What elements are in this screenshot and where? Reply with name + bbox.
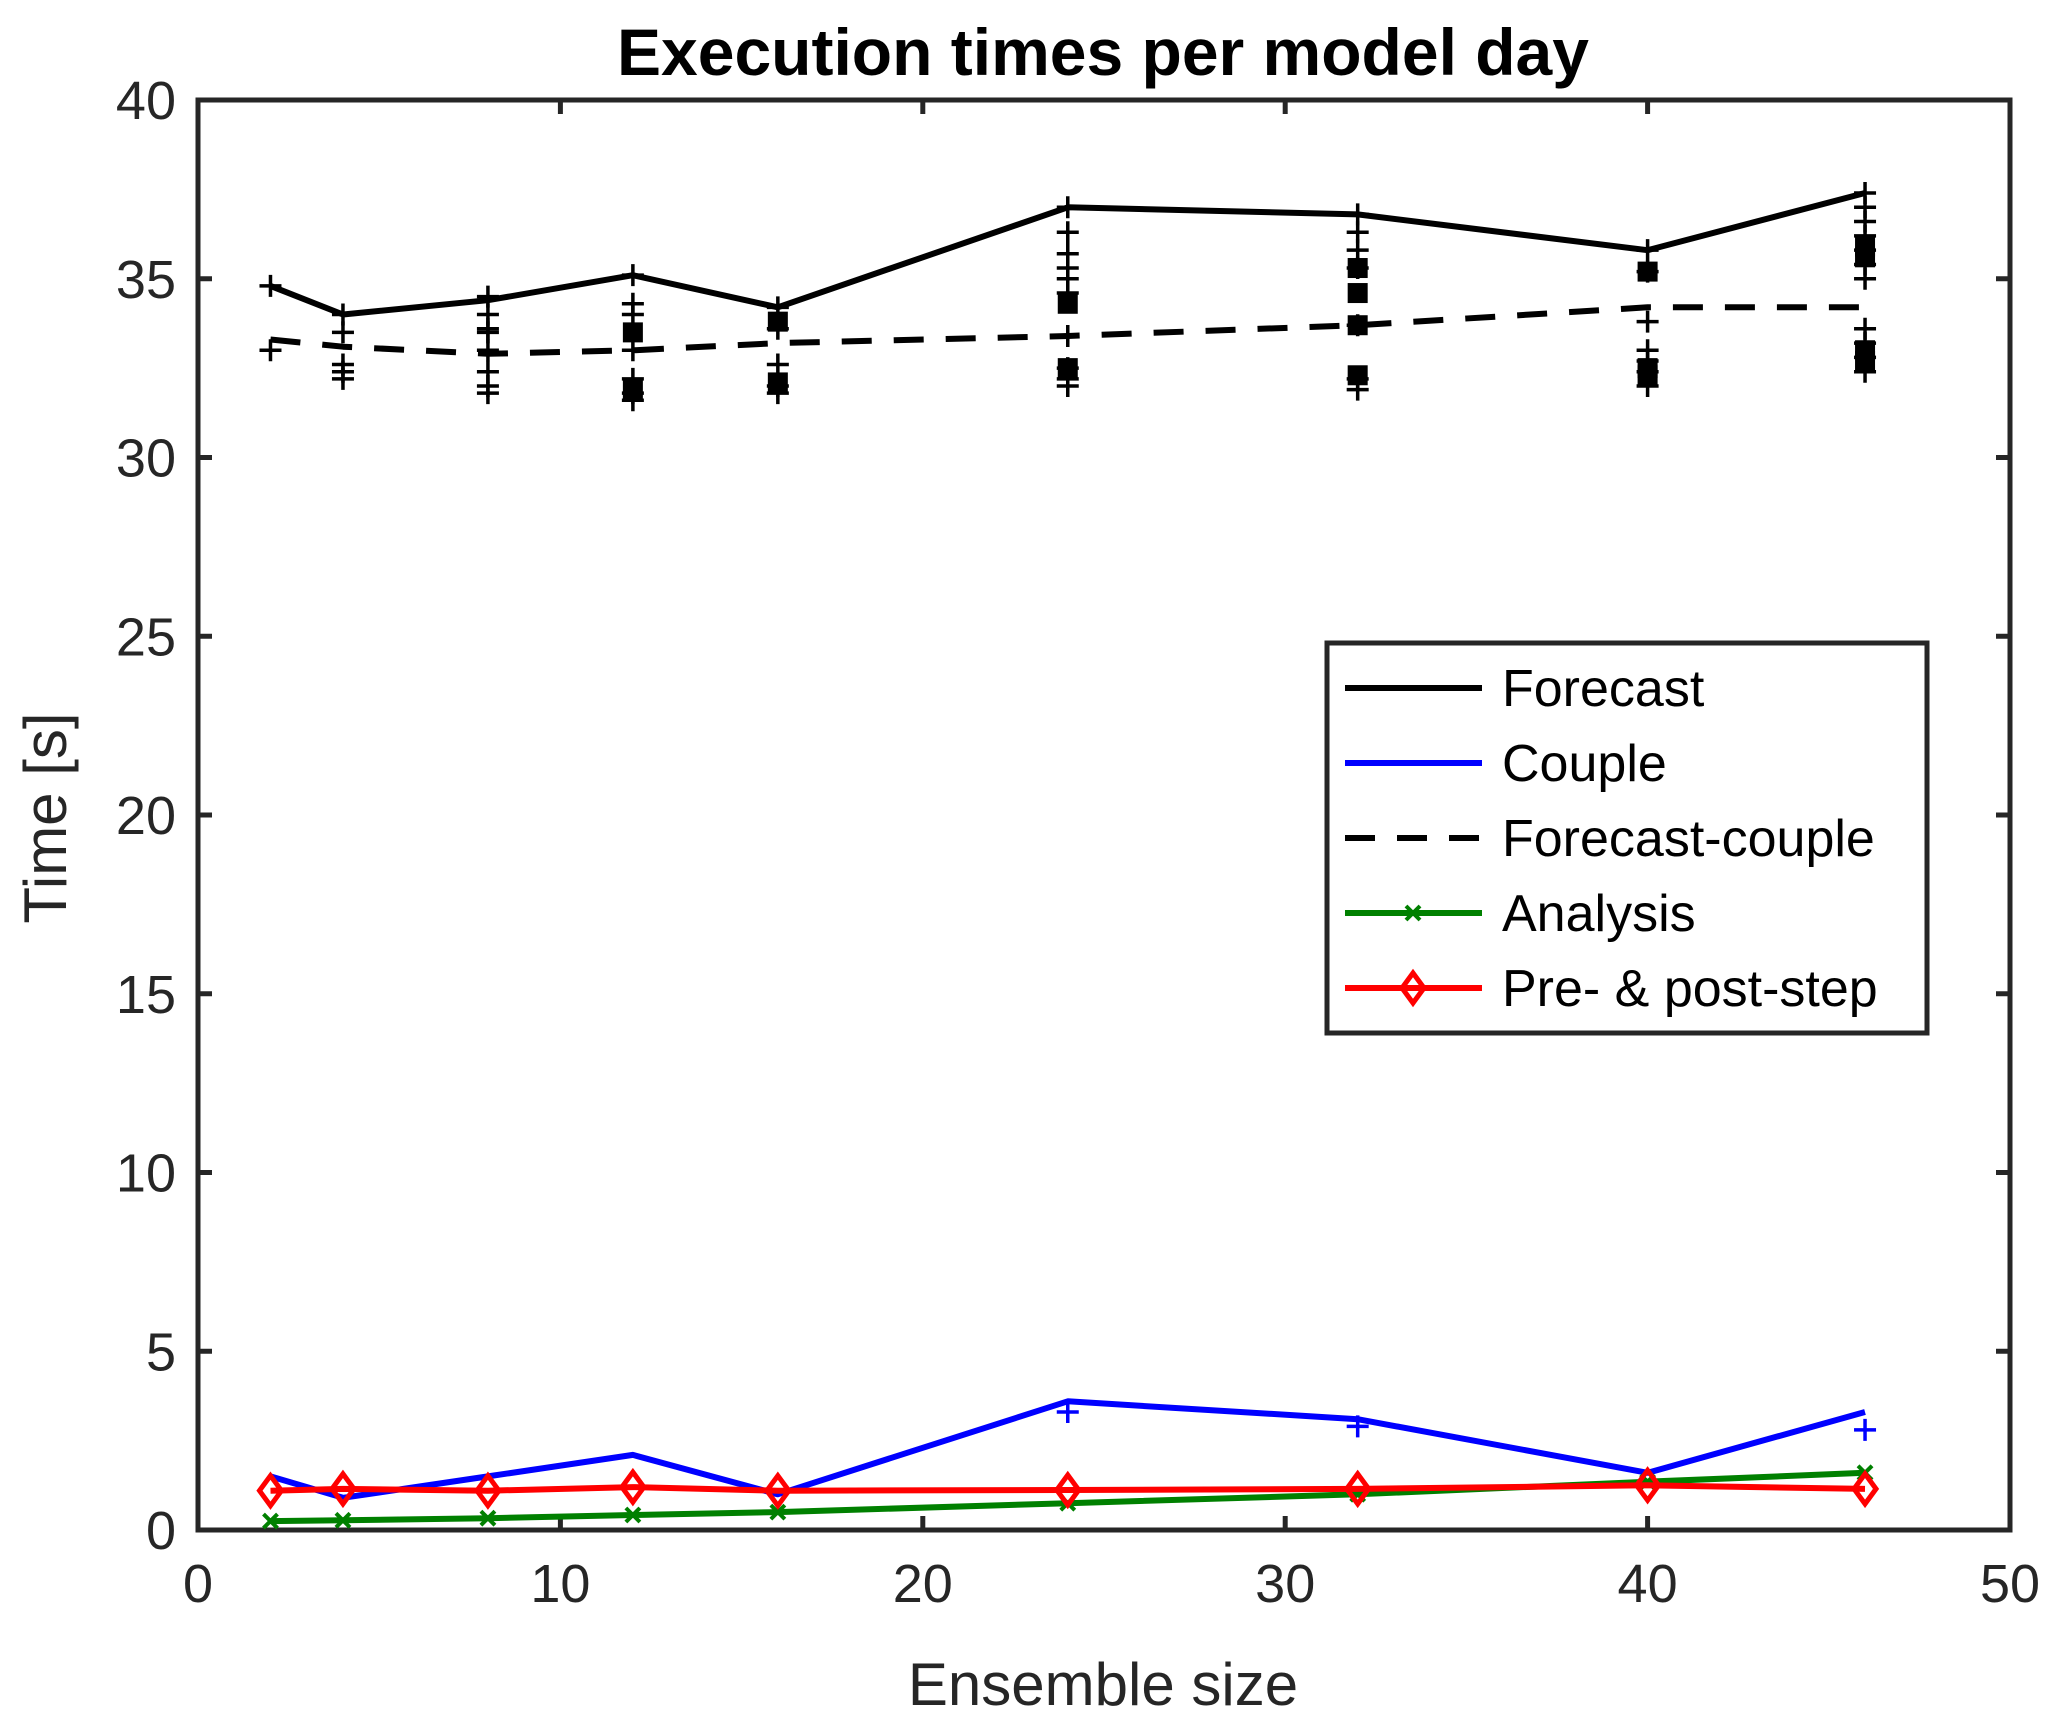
series-line-pre-post-step	[270, 1482, 1866, 1494]
x-tick-label: 0	[183, 1554, 213, 1614]
legend-marker	[1398, 968, 1428, 1008]
series-forecast-couple	[270, 304, 1865, 357]
legend-label: Couple	[1502, 735, 1667, 793]
y-tick-label: 25	[116, 607, 176, 667]
forecast-couple-plus-point	[331, 367, 354, 390]
x-axis-label: Ensemble size	[908, 1651, 1298, 1718]
forecast-square-point	[767, 311, 788, 332]
y-tick-label: 40	[116, 71, 176, 131]
legend-item-forecast-couple: Forecast-couple	[1345, 810, 1875, 868]
forecast-plus-point	[331, 321, 354, 344]
y-tick-label: 5	[146, 1322, 176, 1382]
x-tick-label: 40	[1618, 1554, 1678, 1614]
series-point-pre-post-step	[473, 1471, 503, 1510]
forecast-couple-square-point	[622, 379, 643, 400]
series-point-pre-post-step	[1633, 1466, 1662, 1505]
legend-item-pre-post-step: Pre- & post-step	[1345, 960, 1878, 1018]
series-point-analysis	[769, 1503, 787, 1521]
couple-plus-point	[1056, 1401, 1079, 1424]
y-tick-label: 0	[146, 1501, 176, 1561]
forecast-square-point	[1057, 293, 1078, 314]
forecast-couple-square-point	[1347, 315, 1368, 336]
y-tick-label: 35	[116, 250, 176, 310]
y-tick-label: 30	[116, 429, 176, 489]
legend-label: Pre- & post-step	[1502, 960, 1878, 1018]
couple-plus-point	[1854, 1418, 1877, 1441]
forecast-couple-plus-point	[476, 339, 499, 362]
forecast-square-point	[1347, 283, 1368, 304]
legend-label: Forecast-couple	[1502, 810, 1875, 868]
forecast-couple-square-point	[1637, 365, 1658, 386]
series-point-analysis	[334, 1511, 352, 1529]
y-axis-label: Time [s]	[12, 712, 79, 923]
forecast-couple-plus-point	[259, 339, 282, 362]
series-point-analysis	[624, 1506, 642, 1524]
x-tick-label: 50	[1980, 1554, 2040, 1614]
forecast-couple-square-point	[1855, 350, 1876, 371]
legend-item-analysis: Analysis	[1345, 885, 1696, 943]
y-tick-label: 10	[116, 1144, 176, 1204]
forecast-couple-square-point	[1057, 358, 1078, 379]
forecast-couple-plus-point	[1636, 310, 1659, 333]
legend-marker	[1404, 904, 1422, 922]
forecast-couple-plus-point	[1056, 375, 1079, 397]
axes-layer: 0 10 20 30 40 50 0 5 10 15 20 25 30 35 40	[116, 71, 2040, 1614]
forecast-couple-square-point	[767, 372, 788, 393]
x-tick-label: 10	[530, 1554, 590, 1614]
series-layer	[256, 190, 1880, 1530]
series-pre-post-step	[256, 1466, 1880, 1510]
forecast-square-point	[1637, 261, 1658, 282]
legend: Forecast Couple Forecast-couple Analysis Pre…	[1324, 640, 1930, 1036]
y-tick-label: 20	[116, 786, 176, 846]
series-point-pre-post-step	[763, 1471, 792, 1510]
legend-item-couple: Couple	[1345, 735, 1667, 793]
series-line-analysis	[270, 1469, 1866, 1525]
series-point-analysis	[479, 1509, 497, 1527]
series-forecast	[269, 190, 1866, 318]
series-point-pre-post-step	[1343, 1469, 1372, 1509]
x-tick-label: 20	[893, 1554, 953, 1614]
legend-label: Analysis	[1502, 885, 1696, 943]
series-point-pre-post-step	[618, 1467, 647, 1507]
forecast-couple-square-point	[1347, 365, 1368, 386]
forecast-plus-point	[1056, 221, 1079, 244]
series-point-pre-post-step	[1053, 1470, 1082, 1510]
series-line-forecast-couple	[270, 304, 1865, 357]
series-point-pre-post-step	[256, 1471, 285, 1510]
forecast-plus-point	[1854, 267, 1877, 290]
x-tick-label: 30	[1255, 1554, 1315, 1614]
forecast-square-point	[622, 322, 643, 343]
forecast-square-point	[1855, 247, 1876, 268]
legend-label: Forecast	[1502, 660, 1705, 718]
series-line-forecast	[269, 190, 1866, 318]
series-point-analysis	[262, 1512, 279, 1530]
chart-title: Execution times per model day	[617, 15, 1589, 89]
forecast-square-point	[1347, 258, 1368, 279]
legend-item-forecast: Forecast	[1345, 660, 1705, 718]
series-point-pre-post-step	[328, 1469, 358, 1509]
forecast-plus-point	[621, 303, 644, 326]
y-tick-label: 15	[116, 965, 176, 1025]
forecast-couple-plus-point	[476, 382, 499, 405]
forecast-couple-plus-point	[766, 353, 789, 376]
series-point-pre-post-step	[1850, 1469, 1880, 1509]
